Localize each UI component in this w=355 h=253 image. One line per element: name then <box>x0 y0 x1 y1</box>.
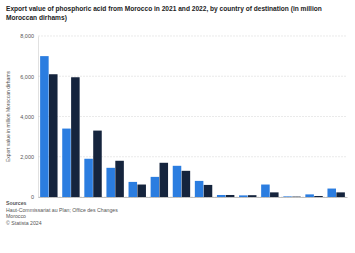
bar <box>336 192 345 197</box>
y-tick: 0 <box>31 194 38 200</box>
bar <box>226 195 235 197</box>
annotation: Morocco <box>6 213 26 219</box>
bars <box>40 56 345 197</box>
y-axis-line <box>38 37 39 198</box>
bar <box>129 182 138 197</box>
grid-line <box>38 116 347 117</box>
bar <box>40 56 49 197</box>
bar <box>204 185 213 197</box>
y-axis-title: Export value in million Moroccan dirhams <box>5 70 11 162</box>
bar <box>62 129 71 197</box>
chart: Export value of phosphoric acid from Mor… <box>0 0 355 253</box>
title: Export value of phosphoric acid from Mor… <box>6 5 322 22</box>
bar <box>115 161 124 197</box>
y-tick-label: 6,000 <box>20 74 34 80</box>
y-tick: 8,000 <box>20 33 38 39</box>
bar <box>261 185 270 197</box>
bar <box>195 181 204 197</box>
annotation: Haut-Commissariat au Plan; Office des Ch… <box>6 207 118 213</box>
bar <box>292 196 301 197</box>
plot: 0 2,000 4,000 6,000 8,000 <box>20 33 347 200</box>
y-tick-label: 8,000 <box>20 33 34 39</box>
bar <box>151 177 160 197</box>
bar <box>217 195 226 197</box>
bar <box>270 192 279 197</box>
annotation: Sources <box>6 200 27 206</box>
bar <box>173 166 182 197</box>
bar <box>182 171 191 197</box>
bar <box>93 131 102 197</box>
y-tick-label: 2,000 <box>20 154 34 160</box>
bar <box>49 74 58 197</box>
bar <box>160 163 169 197</box>
y-tick: 4,000 <box>20 114 38 120</box>
grid-line <box>38 76 347 77</box>
y-tick: 2,000 <box>20 154 38 160</box>
grid <box>38 36 347 197</box>
bar <box>248 195 257 197</box>
bar <box>305 194 314 197</box>
bar <box>239 195 248 197</box>
x-axis <box>39 197 348 199</box>
bar <box>314 196 323 197</box>
y-tick: 6,000 <box>20 74 38 80</box>
y-axis: 0 2,000 4,000 6,000 8,000 <box>20 33 38 200</box>
annotation: © Statista 2024 <box>6 220 42 226</box>
bar <box>106 168 115 197</box>
source: SourcesHaut-Commissariat au Plan; Office… <box>6 200 118 226</box>
bar <box>283 196 292 197</box>
bar <box>137 185 146 197</box>
y-tick-label: 4,000 <box>20 114 34 120</box>
bar <box>327 189 336 197</box>
grid-line <box>38 36 347 37</box>
x-axis-line <box>39 197 348 198</box>
bar <box>84 159 93 197</box>
grid-line <box>38 156 347 157</box>
y-tick-label: 0 <box>31 194 34 200</box>
bar <box>71 77 80 197</box>
